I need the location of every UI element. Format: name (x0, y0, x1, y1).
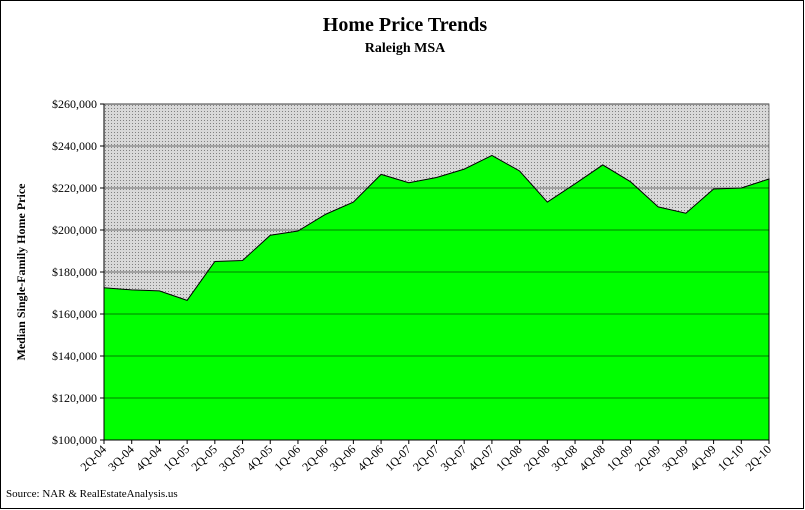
y-tick-label: $100,000 (52, 433, 97, 447)
source: Source: NAR & RealEstateAnalysis.us (6, 488, 178, 500)
y-axis-label: Median Single-Family Home Price (14, 183, 28, 361)
y-tick-label: $160,000 (52, 307, 97, 321)
y-tick-label: $180,000 (52, 265, 97, 279)
y-tick-label: $120,000 (52, 391, 97, 405)
chart-title: Home Price Trends (323, 14, 488, 36)
area (103, 154, 770, 441)
y-tick-label: $240,000 (52, 139, 97, 153)
y-tick-label: $260,000 (52, 97, 97, 111)
chart-subtitle: Raleigh MSA (365, 41, 446, 56)
y-tick-label: $200,000 (52, 223, 97, 237)
y-tick-label: $220,000 (52, 181, 97, 195)
y-tick-label: $140,000 (52, 349, 97, 363)
